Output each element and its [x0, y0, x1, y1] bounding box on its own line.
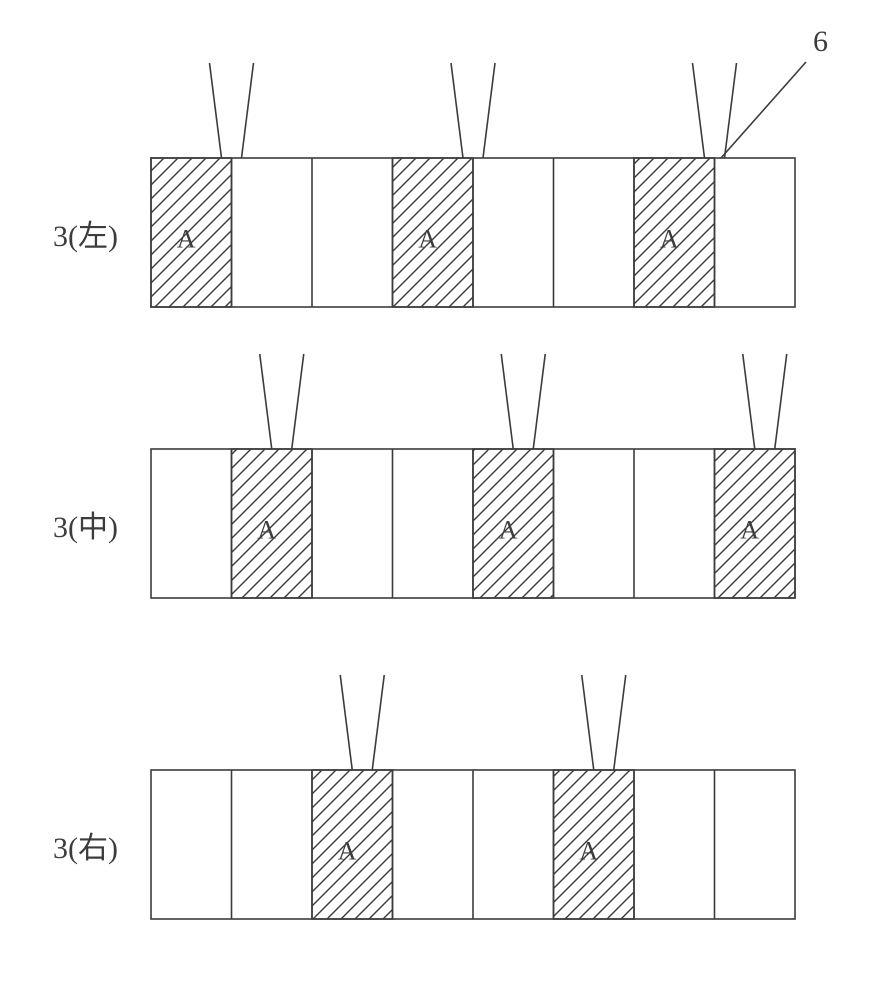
cell-label: A — [579, 836, 598, 865]
v-line-left — [693, 63, 705, 158]
v-line-left — [340, 675, 352, 770]
v-line-left — [260, 354, 272, 449]
v-line-left — [451, 63, 463, 158]
cell-label: A — [740, 515, 759, 544]
callout-line — [721, 62, 806, 158]
cell-label: A — [257, 515, 276, 544]
v-line-right — [775, 354, 787, 449]
v-line-left — [743, 354, 755, 449]
v-line-right — [533, 354, 545, 449]
cell-label: A — [660, 224, 679, 253]
v-line-left — [210, 63, 222, 158]
v-line-left — [582, 675, 594, 770]
cell-label: A — [499, 515, 518, 544]
cell-label: A — [338, 836, 357, 865]
v-line-right — [292, 354, 304, 449]
v-line-right — [483, 63, 495, 158]
v-line-right — [372, 675, 384, 770]
cell-label: A — [177, 224, 196, 253]
v-line-right — [242, 63, 254, 158]
row-label: 3(中) — [53, 511, 118, 544]
row-label: 3(左) — [53, 220, 118, 253]
v-line-right — [614, 675, 626, 770]
row-label: 3(右) — [53, 832, 118, 865]
v-line-left — [501, 354, 513, 449]
cell-label: A — [418, 224, 437, 253]
v-line-right — [725, 63, 737, 158]
callout-label: 6 — [813, 25, 828, 58]
